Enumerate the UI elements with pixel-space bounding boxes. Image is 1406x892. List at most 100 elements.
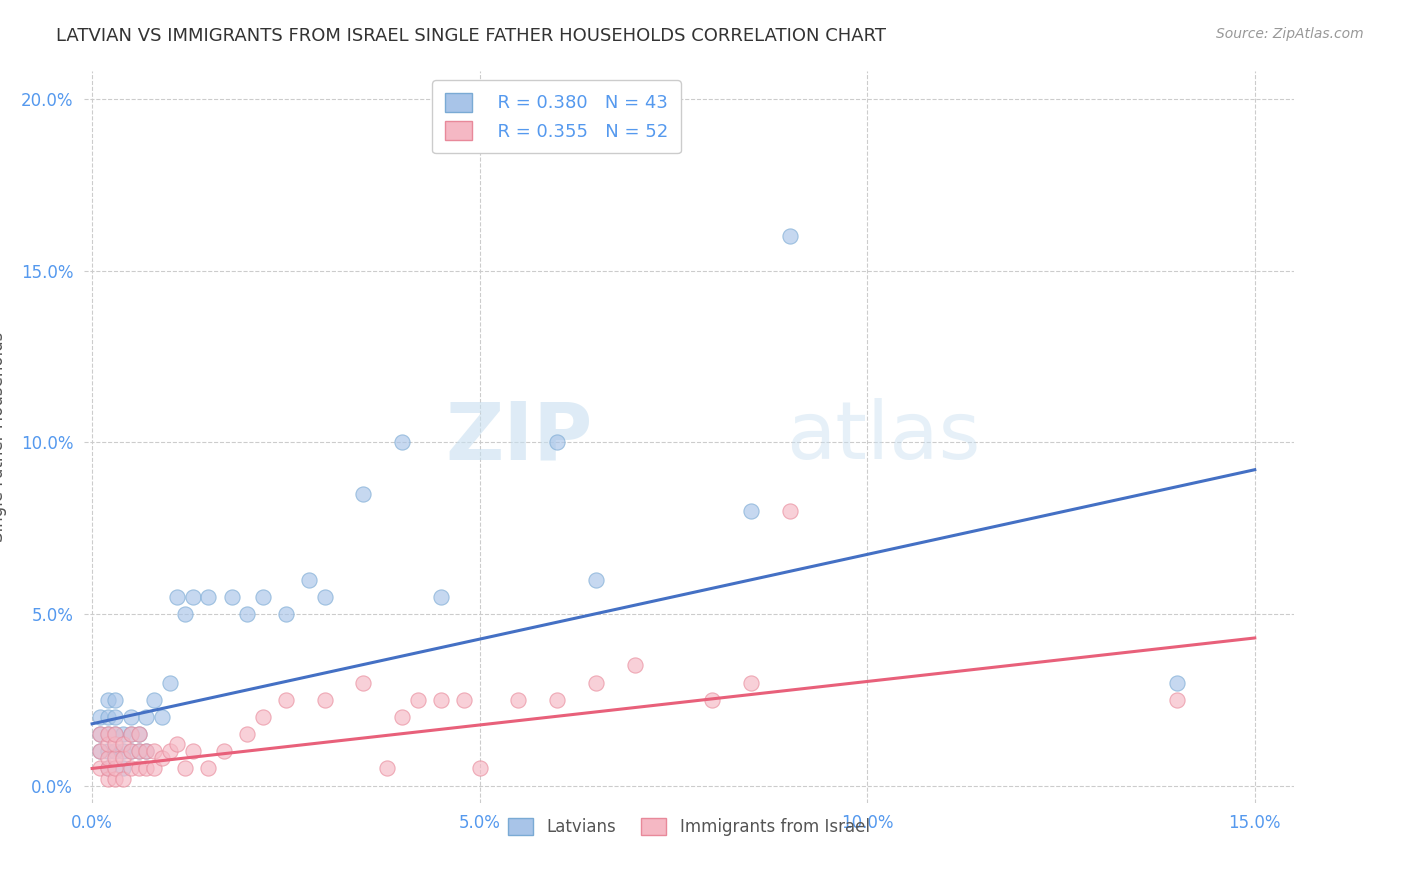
Point (181, 744, 204, 758)
Point (143, 762, 166, 776)
Point (135, 710, 157, 724)
Point (430, 590, 453, 604)
Point (97, 693, 120, 707)
Point (112, 751, 135, 765)
Point (508, 693, 530, 707)
Point (89, 727, 111, 741)
Point (314, 693, 336, 707)
Point (197, 762, 219, 776)
Point (97, 762, 120, 776)
Point (252, 590, 274, 604)
Point (120, 727, 142, 741)
Point (120, 744, 142, 758)
Point (197, 590, 219, 604)
Point (89, 710, 111, 724)
Point (252, 710, 274, 724)
Point (212, 744, 235, 758)
Point (112, 772, 135, 786)
Legend: Latvians, Immigrants from Israel: Latvians, Immigrants from Israel (498, 807, 880, 846)
Point (120, 727, 142, 741)
Point (174, 607, 197, 621)
Point (128, 727, 150, 741)
Point (112, 744, 135, 758)
Point (166, 590, 188, 604)
Point (89, 744, 111, 758)
Point (391, 710, 413, 724)
Point (89, 744, 111, 758)
Text: atlas: atlas (786, 398, 980, 476)
Point (97, 762, 120, 776)
Point (104, 727, 127, 741)
Point (702, 693, 724, 707)
Point (135, 744, 157, 758)
Point (174, 762, 197, 776)
Point (352, 487, 374, 501)
Text: ZIP: ZIP (444, 398, 592, 476)
Point (779, 229, 801, 244)
Point (97, 727, 120, 741)
Point (120, 710, 142, 724)
Point (159, 744, 181, 758)
Point (89, 727, 111, 741)
Point (585, 573, 607, 587)
Point (104, 772, 127, 786)
Point (120, 762, 142, 776)
Point (112, 727, 135, 741)
Point (89, 762, 111, 776)
Point (143, 744, 166, 758)
Point (181, 590, 204, 604)
Point (97, 751, 120, 765)
Point (166, 738, 188, 752)
Point (391, 435, 413, 450)
Point (406, 693, 429, 707)
Point (97, 744, 120, 758)
Point (274, 693, 297, 707)
Point (1166, 693, 1188, 707)
Point (236, 727, 259, 741)
Point (97, 710, 120, 724)
Point (135, 762, 157, 776)
Point (221, 590, 243, 604)
Point (104, 744, 127, 758)
Point (352, 675, 374, 690)
Point (143, 693, 166, 707)
Text: LATVIAN VS IMMIGRANTS FROM ISRAEL SINGLE FATHER HOUSEHOLDS CORRELATION CHART: LATVIAN VS IMMIGRANTS FROM ISRAEL SINGLE… (56, 27, 886, 45)
Y-axis label: Single Father Households: Single Father Households (0, 332, 7, 542)
Point (150, 710, 173, 724)
Point (274, 607, 297, 621)
Point (236, 607, 259, 621)
Point (546, 693, 568, 707)
Point (112, 762, 135, 776)
Point (104, 762, 127, 776)
Point (740, 675, 762, 690)
Point (1166, 675, 1188, 690)
Point (128, 744, 150, 758)
Point (97, 727, 120, 741)
Point (128, 744, 150, 758)
Point (150, 751, 173, 765)
Point (468, 762, 491, 776)
Point (546, 435, 568, 450)
Point (128, 762, 150, 776)
Point (120, 744, 142, 758)
Point (104, 693, 127, 707)
Point (104, 710, 127, 724)
Point (298, 573, 321, 587)
Point (430, 693, 453, 707)
Point (104, 738, 127, 752)
Point (314, 590, 336, 604)
Point (97, 738, 120, 752)
Point (97, 772, 120, 786)
Point (453, 693, 475, 707)
Point (104, 727, 127, 741)
Point (779, 504, 801, 518)
Point (375, 762, 398, 776)
Point (623, 658, 645, 673)
Text: Source: ZipAtlas.com: Source: ZipAtlas.com (1216, 27, 1364, 41)
Point (128, 727, 150, 741)
Point (159, 675, 181, 690)
Point (740, 504, 762, 518)
Point (135, 744, 157, 758)
Point (104, 751, 127, 765)
Point (585, 675, 607, 690)
